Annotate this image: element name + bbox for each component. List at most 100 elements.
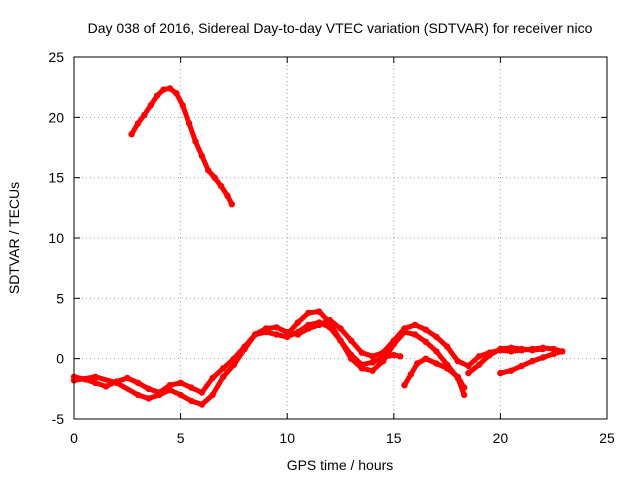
point-arc-3-12 [230,361,238,368]
point-arc-1-7 [173,90,180,97]
point-arc-2-28 [369,353,376,360]
point-arc-6-4 [507,344,515,351]
point-arc-2-25 [337,325,344,332]
point-arc-2-36 [454,357,461,365]
point-arc-2-37 [465,362,472,370]
point-arc-2-26 [348,337,355,344]
point-arc-3-9 [198,401,206,408]
point-arc-2-5 [124,374,131,382]
point-arc-2-34 [433,333,440,341]
chart-title: Day 038 of 2016, Sidereal Day-to-day VTE… [88,20,593,36]
data-series-layer [70,85,566,408]
point-arc-2-2 [92,379,99,386]
point-arc-3-5 [156,391,163,399]
y-tick-label-2: 5 [56,290,64,306]
x-tick-label-3: 15 [386,430,402,446]
point-arc-1-8 [179,102,186,109]
point-arc-4-3 [316,308,323,315]
x-tick-label-0: 0 [70,430,78,446]
point-arc-5-0 [401,382,408,389]
point-arc-7-3 [529,357,536,365]
x-axis-label: GPS time / hours [287,457,394,473]
point-arc-3-7 [177,391,184,399]
point-arc-4-5 [337,337,344,344]
point-arc-2-45 [550,345,557,353]
x-tick-label-2: 10 [279,430,295,446]
point-arc-4-2 [305,309,312,316]
y-tick-label-3: 10 [48,230,64,246]
point-arc-1-10 [192,138,199,145]
point-arc-3-16 [273,331,280,338]
point-arc-1-9 [185,120,193,127]
y-axis-label: SDTVAR / TECUs [6,182,22,294]
point-arc-1-12 [205,167,212,174]
point-arc-4-11 [397,353,404,360]
x-tick-label-1: 5 [177,430,185,446]
point-arc-2-33 [422,326,429,333]
point-arc-3-30 [422,338,429,345]
point-arc-5-3 [422,355,429,362]
point-arc-5-6 [454,373,461,380]
point-arc-2-12 [198,389,206,396]
point-arc-7-1 [507,367,515,374]
point-arc-3-4 [145,395,152,402]
point-arc-3-10 [209,391,216,399]
point-arc-7-0 [497,369,504,377]
point-arc-1-16 [228,201,235,208]
point-arc-1-14 [217,182,225,190]
point-arc-2-3 [102,383,110,390]
point-arc-5-7 [461,384,468,391]
point-arc-1-3 [147,102,154,109]
y-tick-label-0: -5 [52,411,65,427]
point-arc-2-35 [443,343,451,350]
point-arc-3-29 [411,331,419,338]
point-arc-2-10 [177,379,184,386]
point-arc-6-0 [465,369,472,377]
point-arc-2-38 [475,353,483,360]
point-arc-1-5 [160,86,167,93]
point-arc-1-1 [134,120,142,127]
point-arc-3-27 [390,341,397,348]
point-arc-2-14 [220,365,227,372]
point-arc-4-10 [390,351,397,359]
point-arc-3-11 [220,373,227,380]
point-arc-2-11 [188,384,195,391]
point-arc-7-2 [518,362,525,370]
point-arc-3-28 [401,328,408,336]
point-arc-2-19 [273,324,280,331]
y-tick-label-4: 15 [48,170,64,186]
point-arc-7-6 [559,348,566,355]
point-arc-6-1 [475,361,483,368]
point-arc-1-0 [128,131,135,138]
point-arc-4-4 [326,319,333,326]
point-arc-4-1 [294,319,302,326]
grid-lines [74,57,607,419]
point-arc-1-11 [198,152,206,160]
point-arc-4-8 [369,359,376,366]
point-arc-1-6 [166,85,174,92]
point-arc-6-7 [539,345,547,353]
point-arc-3-2 [113,379,120,386]
point-arc-3-34 [461,391,468,399]
point-arc-3-20 [316,319,323,326]
point-arc-6-6 [529,347,536,354]
point-arc-4-9 [379,354,387,361]
point-arc-5-1 [407,371,415,378]
point-arc-1-4 [153,92,161,99]
point-arc-6-2 [486,351,493,359]
point-arc-7-4 [539,354,547,361]
point-arc-3-18 [294,328,302,336]
point-arc-3-15 [262,328,270,336]
point-arc-6-5 [518,345,525,353]
axes: 0 5 10 15 20 25 -5 0 5 10 15 20 25 [48,49,615,446]
y-tick-label-1: 0 [56,351,64,367]
point-arc-7-5 [550,350,557,357]
point-arc-3-6 [166,386,174,394]
point-arc-3-25 [369,367,376,374]
point-arc-4-7 [358,361,365,368]
point-arc-2-7 [145,385,152,392]
point-arc-2-9 [166,382,174,389]
y-tick-label-5: 20 [48,109,64,125]
